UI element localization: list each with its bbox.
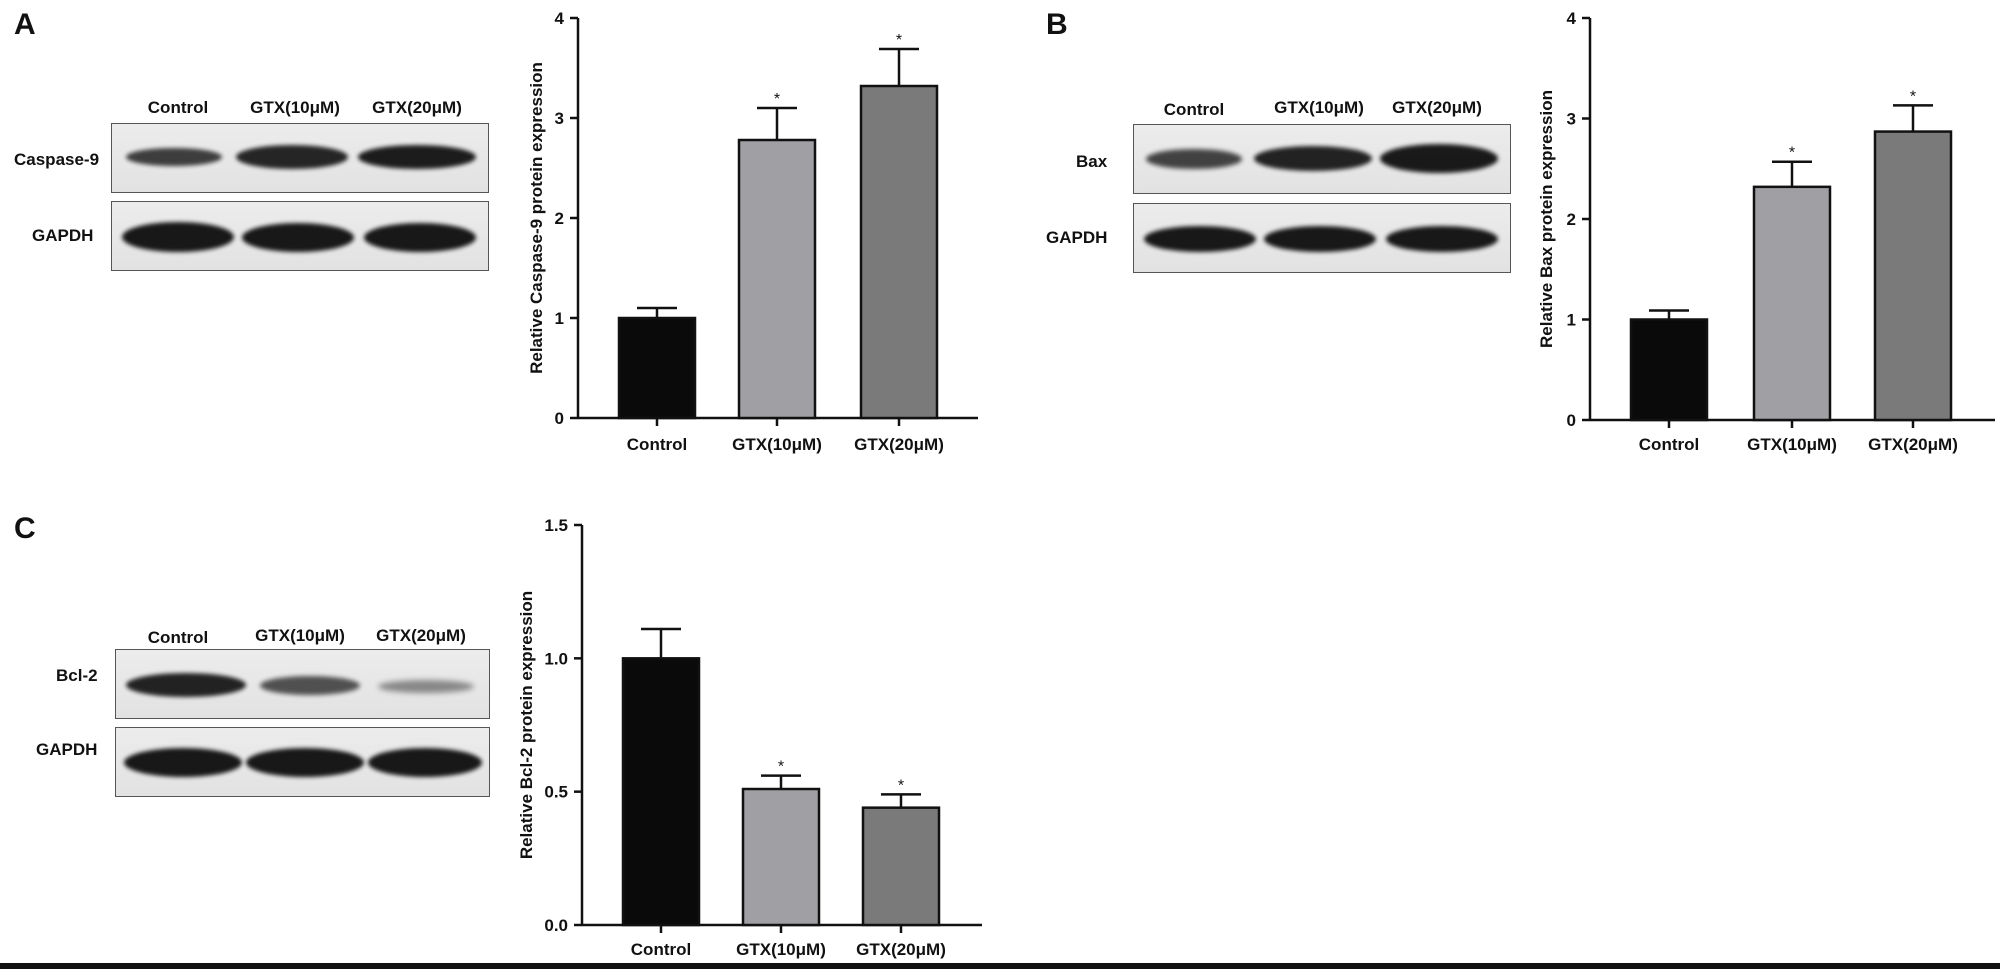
bar (737, 138, 817, 420)
y-tick-label: 0.5 (544, 783, 568, 802)
significance-marker: * (778, 759, 784, 776)
band (1380, 144, 1498, 173)
band (1146, 149, 1242, 169)
x-tick-label: GTX(20μM) (856, 940, 946, 959)
significance-marker: * (1789, 145, 1795, 162)
y-axis-label: Relative Caspase-9 protein expression (527, 62, 546, 374)
blot-c-lane-label: Control (147, 628, 209, 647)
panel-letter-c: C (14, 512, 36, 545)
blot-a-strip-target (111, 123, 489, 193)
blot-b-lane-label: GTX(10μM) (1274, 98, 1364, 117)
y-tick-label: 1 (1567, 311, 1576, 330)
bar (741, 787, 821, 927)
band (368, 748, 482, 777)
blot-a-strip-gapdh (111, 201, 489, 271)
blot-a-lane-label: GTX(10μM) (250, 98, 340, 117)
x-tick-label: GTX(10μM) (736, 940, 826, 959)
x-tick-label: Control (627, 435, 687, 454)
y-axis-label: Relative Bax protein expression (1537, 90, 1556, 348)
band (1254, 146, 1372, 171)
significance-marker: * (898, 777, 904, 794)
y-tick-label: 4 (555, 9, 565, 28)
band (260, 676, 360, 695)
blot-a-lane-label: GTX(20μM) (372, 98, 462, 117)
blot-b-strip-gapdh (1133, 203, 1511, 273)
y-axis-label: Relative Bcl-2 protein expression (517, 591, 536, 859)
blot-b-row-label: GAPDH (1046, 228, 1108, 247)
y-tick-label: 0 (555, 409, 564, 428)
band (122, 222, 234, 252)
significance-marker: * (1910, 88, 1916, 105)
x-tick-label: GTX(10μM) (1747, 435, 1837, 454)
blot-a-lane-label: Control (147, 98, 209, 117)
x-tick-label: Control (631, 940, 691, 959)
y-tick-label: 2 (1567, 210, 1576, 229)
significance-marker: * (774, 91, 780, 108)
blot-c-strip-target (115, 649, 490, 719)
y-tick-label: 3 (1567, 110, 1576, 129)
bar (1873, 130, 1953, 422)
y-tick-label: 2 (555, 209, 564, 228)
bar (859, 84, 939, 420)
bar (1629, 318, 1709, 422)
blot-c-row-label: Bcl-2 (56, 666, 98, 685)
x-tick-label: GTX(20μM) (1868, 435, 1958, 454)
blot-a-row-label: GAPDH (32, 226, 94, 245)
y-tick-label: 3 (555, 109, 564, 128)
band (364, 223, 476, 252)
x-tick-label: GTX(20μM) (854, 435, 944, 454)
band (126, 673, 246, 697)
blot-c-row-label: GAPDH (36, 740, 98, 759)
band (1144, 226, 1256, 252)
bar (617, 316, 697, 420)
y-tick-label: 0.0 (544, 916, 568, 935)
blot-b-row-label: Bax (1076, 152, 1108, 171)
y-tick-label: 1.0 (544, 649, 568, 668)
blot-b-strip-target (1133, 124, 1511, 194)
band (1264, 226, 1376, 252)
bar (1752, 185, 1832, 422)
x-tick-label: Control (1639, 435, 1699, 454)
blot-c-strip-gapdh (115, 727, 490, 797)
band (358, 145, 476, 169)
bar (861, 806, 941, 927)
band (242, 223, 354, 252)
y-tick-label: 0 (1567, 411, 1576, 430)
blot-b-lane-label: GTX(20μM) (1392, 98, 1482, 117)
band (236, 145, 348, 169)
blot-c-lane-label: GTX(20μM) (376, 626, 466, 645)
y-tick-label: 1.5 (544, 516, 568, 535)
band (378, 680, 474, 693)
significance-marker: * (896, 32, 902, 49)
band (1386, 226, 1498, 252)
band (246, 748, 364, 777)
x-tick-label: GTX(10μM) (732, 435, 822, 454)
band (126, 148, 222, 166)
blot-a-row-label: Caspase-9 (14, 150, 100, 169)
panel-letter-b: B (1046, 8, 1068, 41)
band (124, 748, 242, 777)
y-tick-label: 1 (555, 309, 564, 328)
bar (621, 657, 701, 927)
blot-b-lane-label: Control (1163, 100, 1225, 119)
blot-c-lane-label: GTX(10μM) (255, 626, 345, 645)
y-tick-label: 4 (1567, 9, 1577, 28)
bottom-rule (0, 963, 2000, 969)
panel-letter-a: A (14, 8, 36, 41)
